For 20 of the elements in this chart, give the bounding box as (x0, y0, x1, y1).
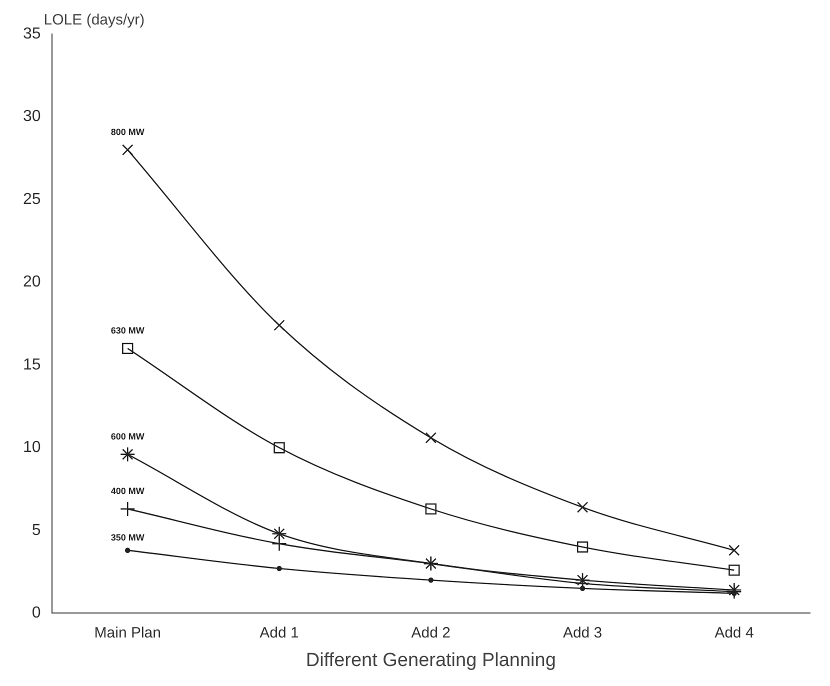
x-tick-label: Add 4 (714, 624, 754, 642)
x-tick-label: Add 1 (260, 624, 299, 642)
series-label: 630 MW (110, 325, 145, 336)
y-tick-label: 10 (23, 439, 41, 456)
series-label: 400 MW (110, 486, 145, 496)
x-tick-label: Main Plan (94, 624, 161, 642)
series-label: 600 MW (110, 431, 145, 442)
series-label: 350 MW (110, 532, 145, 542)
y-tick-label: 5 (32, 522, 41, 539)
y-tick-label: 0 (32, 604, 41, 622)
series-label: 800 MW (110, 126, 145, 137)
y-tick-label: 25 (23, 190, 41, 208)
y-tick-label: 20 (23, 274, 41, 291)
y-tick-label: 35 (23, 25, 41, 42)
y-tick-label: 30 (23, 108, 41, 126)
x-tick-label: Add 2 (411, 624, 450, 642)
y-axis-title: LOLE (days/yr) (44, 12, 145, 29)
y-tick-label: 15 (23, 356, 41, 374)
x-axis-title: Different Generating Planning (306, 650, 556, 671)
x-tick-label: Add 3 (562, 624, 602, 642)
